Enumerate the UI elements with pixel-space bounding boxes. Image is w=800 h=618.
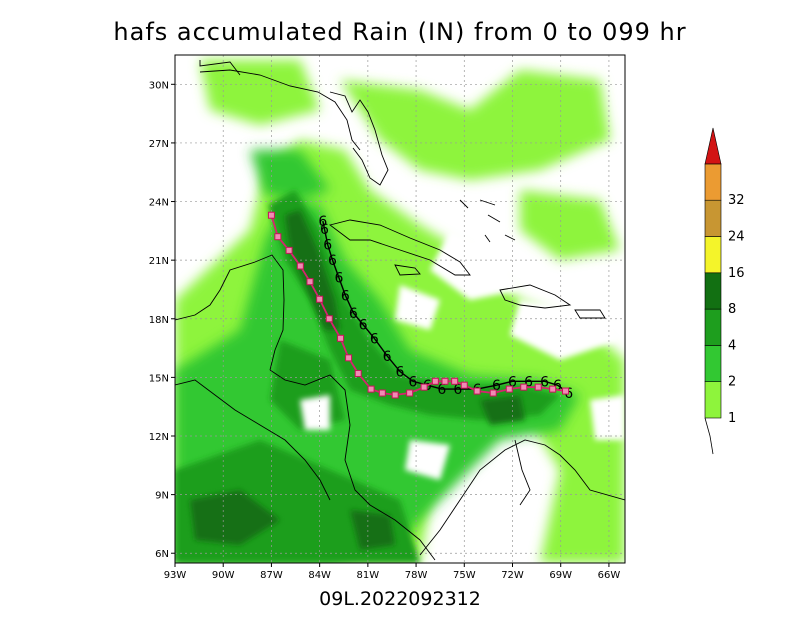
hurricane-symbol: 6 — [453, 382, 462, 398]
hafs-track-point — [420, 383, 428, 391]
latitude-labels: 6N 9N 12N 15N 18N 21N 24N 27N 30N — [149, 80, 169, 560]
colorbar-segment — [704, 345, 722, 382]
lon-tick-label: 66W — [598, 570, 621, 581]
lon-tick-label: 72W — [501, 570, 524, 581]
hafs-track-point — [441, 377, 449, 385]
lat-tick-label: 30N — [149, 80, 169, 91]
hurricane-symbol: 6 — [408, 374, 417, 390]
hurricane-symbol: 6 — [508, 374, 517, 390]
colorbar-segment — [704, 163, 722, 201]
hurricane-symbol: 6 — [540, 374, 549, 390]
hafs-track-point — [378, 389, 386, 397]
map-title: hafs accumulated Rain (IN) from 0 to 099… — [113, 18, 687, 46]
colorbar-label: 32 — [728, 193, 745, 208]
lat-tick-label: 27N — [149, 139, 169, 150]
hafs-track-point — [406, 389, 414, 397]
hurricane-symbol: 6 — [437, 382, 446, 398]
graticule — [171, 55, 625, 567]
hafs-track-point — [460, 381, 468, 389]
hafs-track — [267, 211, 570, 399]
hurricane-symbol: 6 — [341, 288, 350, 304]
lon-tick-label: 84W — [308, 570, 331, 581]
hafs-track-point — [306, 278, 314, 286]
hafs-track-point — [367, 385, 375, 393]
map-frame — [174, 54, 626, 564]
hurricane-symbol: 6 — [328, 253, 337, 269]
lat-tick-label: 15N — [149, 373, 169, 384]
hurricane-symbol: 6 — [334, 271, 343, 287]
hurricane-symbol: 6 — [396, 365, 405, 381]
colorbar-bottom-extend — [704, 417, 714, 455]
hafs-track-point — [337, 334, 345, 342]
colorbar-segment — [704, 236, 722, 274]
colorbar-top-triangle — [704, 127, 722, 165]
rain-field — [175, 60, 625, 563]
hafs-track-point — [296, 262, 304, 270]
colorbar-label: 24 — [728, 230, 745, 245]
lat-tick-label: 9N — [155, 491, 169, 502]
lon-tick-label: 93W — [164, 570, 187, 581]
hurricane-symbol: 6 — [370, 331, 379, 347]
lon-tick-label: 87W — [260, 570, 283, 581]
hafs-track-point — [391, 391, 399, 399]
lon-tick-label: 75W — [453, 570, 476, 581]
lon-tick-label: 90W — [212, 570, 235, 581]
hurricane-symbol: 6 — [383, 349, 392, 365]
colorbar-label: 2 — [728, 375, 736, 390]
hurricane-symbol: 6 — [320, 222, 329, 238]
lat-tick-label: 6N — [155, 549, 169, 560]
lat-tick-label: 18N — [149, 315, 169, 326]
hurricane-symbol: 6 — [524, 374, 533, 390]
hurricane-symbol: 6 — [318, 214, 327, 230]
colorbar-label: 1 — [728, 411, 736, 426]
hurricane-symbol: 6 — [323, 238, 332, 254]
hafs-track-point — [274, 233, 282, 241]
hafs-track-point — [325, 315, 333, 323]
lon-tick-label: 69W — [549, 570, 572, 581]
colorbar-segment — [704, 199, 722, 237]
lat-tick-label: 12N — [149, 432, 169, 443]
hafs-track-point — [562, 387, 570, 395]
hafs-track-point — [285, 246, 293, 254]
hafs-track-point — [431, 377, 439, 385]
hafs-track-point — [505, 385, 513, 393]
lon-tick-label: 78W — [405, 570, 428, 581]
hafs-track-point — [345, 354, 353, 362]
hafs-track-point — [316, 295, 324, 303]
hafs-track-point — [473, 387, 481, 395]
lat-tick-label: 21N — [149, 256, 169, 267]
best-track-line — [322, 220, 570, 394]
hafs-track-point — [520, 383, 528, 391]
hurricane-symbol: 6 — [553, 378, 562, 394]
colorbar-label: 4 — [728, 338, 736, 353]
colorbar-segment — [704, 308, 722, 346]
lat-tick-label: 24N — [149, 198, 169, 209]
hurricane-symbol: 6 — [359, 318, 368, 334]
hafs-track-point — [354, 369, 362, 377]
storm-id-timestamp: 09L.2022092312 — [319, 588, 481, 610]
hurricane-symbol: 6 — [349, 306, 358, 322]
colorbar-label: 8 — [728, 302, 736, 317]
longitude-labels: 93W 90W 87W 84W 81W 78W 75W 72W 69W 66W — [164, 570, 621, 581]
hurricane-symbol: 6 — [492, 378, 501, 394]
hafs-track-point — [549, 385, 557, 393]
coastlines — [175, 60, 625, 561]
colorbar-segment — [704, 272, 722, 310]
colorbar-segment — [704, 381, 722, 419]
hafs-track-point — [489, 389, 497, 397]
hafs-track-point — [267, 211, 275, 219]
colorbar-label: 16 — [728, 266, 745, 281]
hafs-track-point — [451, 377, 459, 385]
lon-tick-label: 81W — [357, 570, 380, 581]
hafs-track-point — [534, 383, 542, 391]
